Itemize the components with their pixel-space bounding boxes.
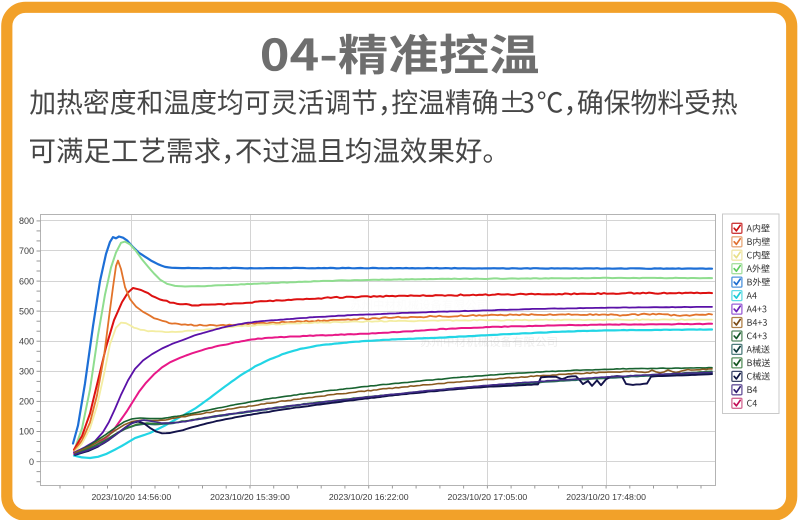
svg-text:800: 800 [19,216,34,226]
svg-text:400: 400 [19,336,34,346]
svg-text:2023/10/20 17:05:00: 2023/10/20 17:05:00 [448,492,528,502]
svg-text:600: 600 [19,276,34,286]
svg-text:700: 700 [19,246,34,256]
svg-text:2023/10/20 17:48:00: 2023/10/20 17:48:00 [566,492,646,502]
svg-text:300: 300 [19,367,34,377]
svg-text:500: 500 [19,306,34,316]
svg-text:2023/10/20 16:22:00: 2023/10/20 16:22:00 [329,492,409,502]
svg-text:2023/10/20 14:56:00: 2023/10/20 14:56:00 [91,492,171,502]
svg-text:100: 100 [19,427,34,437]
svg-text:0: 0 [29,457,34,467]
svg-text:2023/10/20 15:39:00: 2023/10/20 15:39:00 [210,492,290,502]
svg-text:200: 200 [19,397,34,407]
